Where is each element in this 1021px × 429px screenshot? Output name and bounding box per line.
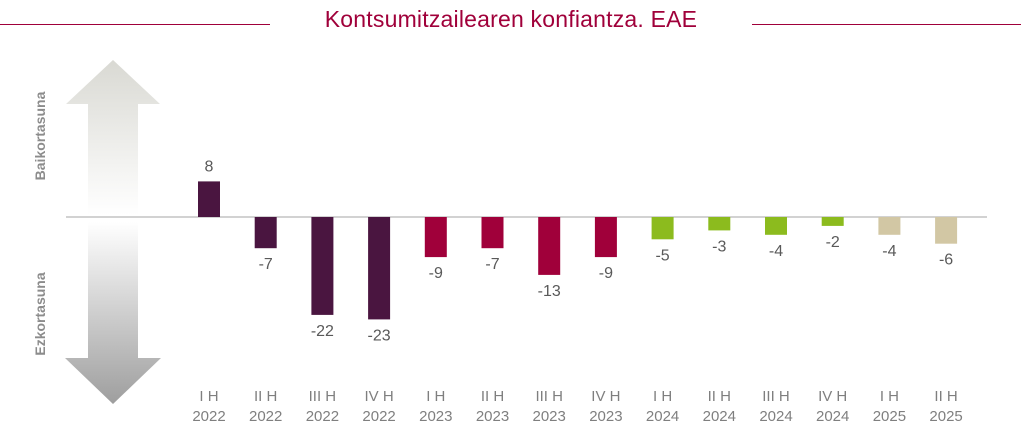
x-tick-year-8: 2024 [646,408,679,425]
bar-11 [821,217,844,226]
x-tick-year-5: 2023 [476,408,509,425]
x-tick-period-13: II H [934,388,957,405]
x-tick-period-7: IV H [591,388,620,405]
bar-7 [594,217,617,258]
value-label-11: -2 [826,234,840,251]
x-tick-year-2: 2022 [306,408,339,425]
bar-5 [481,217,504,249]
x-tick-period-2: III H [309,388,337,405]
value-label-3: -23 [368,327,391,344]
x-tick-period-0: I H [199,388,218,405]
value-label-10: -4 [769,243,783,260]
value-label-4: -9 [429,265,443,282]
x-tick-period-1: II H [254,388,277,405]
pessimism-label: Ezkortasuna [32,272,48,355]
bar-12 [878,217,901,235]
value-label-0: 8 [205,158,214,175]
value-labels-group: 8 -7 -22 -23 -9 -7 -13 -9 -5 -3 -4 -2 -4 -6 [205,158,954,344]
x-tick-year-4: 2023 [419,408,452,425]
title-rule-right [752,24,1021,25]
bar-6 [538,217,561,275]
pessimism-arrow-icon [65,222,161,404]
bar-4 [424,217,447,258]
x-tick-year-10: 2024 [759,408,792,425]
x-tick-year-0: 2022 [192,408,225,425]
bar-13 [935,217,958,244]
bar-2 [311,217,334,315]
value-label-13: -6 [939,252,953,269]
x-tick-year-9: 2024 [703,408,736,425]
value-label-6: -13 [538,283,561,300]
bar-10 [765,217,787,235]
x-tick-period-6: III H [535,388,563,405]
bars-group [198,181,958,320]
x-tick-period-11: IV H [818,388,847,405]
x-tick-year-3: 2022 [362,408,395,425]
value-label-9: -3 [712,238,726,255]
optimism-label: Baikortasuna [32,91,48,180]
chart-title: Kontsumitzailearen konfiantza. EAE [324,6,698,32]
optimism-arrow-icon [66,60,160,215]
x-tick-period-12: I H [880,388,899,405]
title-bar: Kontsumitzailearen konfiantza. EAE [0,0,1021,48]
bar-9 [708,217,731,231]
x-tick-period-9: II H [708,388,731,405]
bar-0 [198,181,220,217]
x-tick-year-6: 2023 [533,408,566,425]
value-label-5: -7 [485,256,499,273]
value-label-8: -5 [655,247,669,264]
value-label-1: -7 [259,256,273,273]
x-tick-period-4: I H [426,388,445,405]
x-tick-period-3: IV H [365,388,394,405]
value-label-12: -4 [882,243,896,260]
x-tick-labels-group: I H 2022 II H 2022 III H 2022 IV H 2022 I H 2023 I… [192,388,962,425]
bar-3 [368,217,391,320]
bar-8 [651,217,674,240]
x-tick-year-13: 2025 [929,408,962,425]
x-tick-period-8: I H [653,388,672,405]
x-tick-year-7: 2023 [589,408,622,425]
x-tick-year-12: 2025 [873,408,906,425]
x-tick-year-1: 2022 [249,408,282,425]
x-tick-period-10: III H [762,388,790,405]
title-rule-left [0,24,270,25]
x-tick-year-11: 2024 [816,408,849,425]
x-tick-period-5: II H [481,388,504,405]
bar-1 [254,217,277,249]
value-label-7: -9 [599,265,613,282]
value-label-2: -22 [311,323,334,340]
